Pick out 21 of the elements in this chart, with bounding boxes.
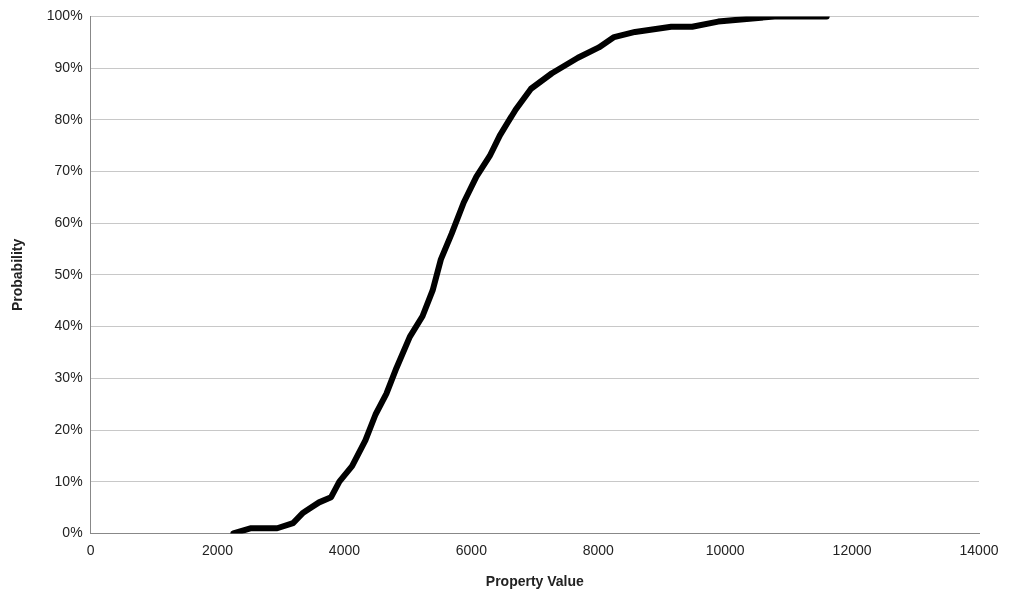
y-tick-label: 30%	[54, 369, 83, 386]
y-tick-label: 80%	[54, 110, 83, 127]
x-tick-label: 14000	[959, 541, 999, 558]
x-tick-label: 0	[86, 541, 95, 558]
x-axis-title: Property Value	[485, 573, 585, 590]
x-tick-label: 10000	[705, 541, 745, 558]
y-tick-label: 10%	[54, 472, 83, 489]
y-tick-label: 0%	[62, 524, 83, 541]
y-tick-label: 40%	[54, 317, 83, 334]
x-tick-label: 12000	[832, 541, 872, 558]
y-tick-label: 60%	[54, 214, 83, 231]
x-tick-label: 4000	[328, 541, 361, 558]
x-tick-label: 8000	[582, 541, 615, 558]
y-tick-label: 70%	[54, 162, 83, 179]
x-tick-label: 2000	[201, 541, 234, 558]
y-tick-label: 100%	[46, 7, 83, 24]
y-tick-label: 90%	[54, 58, 83, 75]
x-tick-label: 6000	[455, 541, 488, 558]
y-tick-label: 20%	[54, 420, 83, 437]
y-axis-title: Probability	[9, 238, 26, 312]
y-tick-label: 50%	[54, 265, 83, 282]
